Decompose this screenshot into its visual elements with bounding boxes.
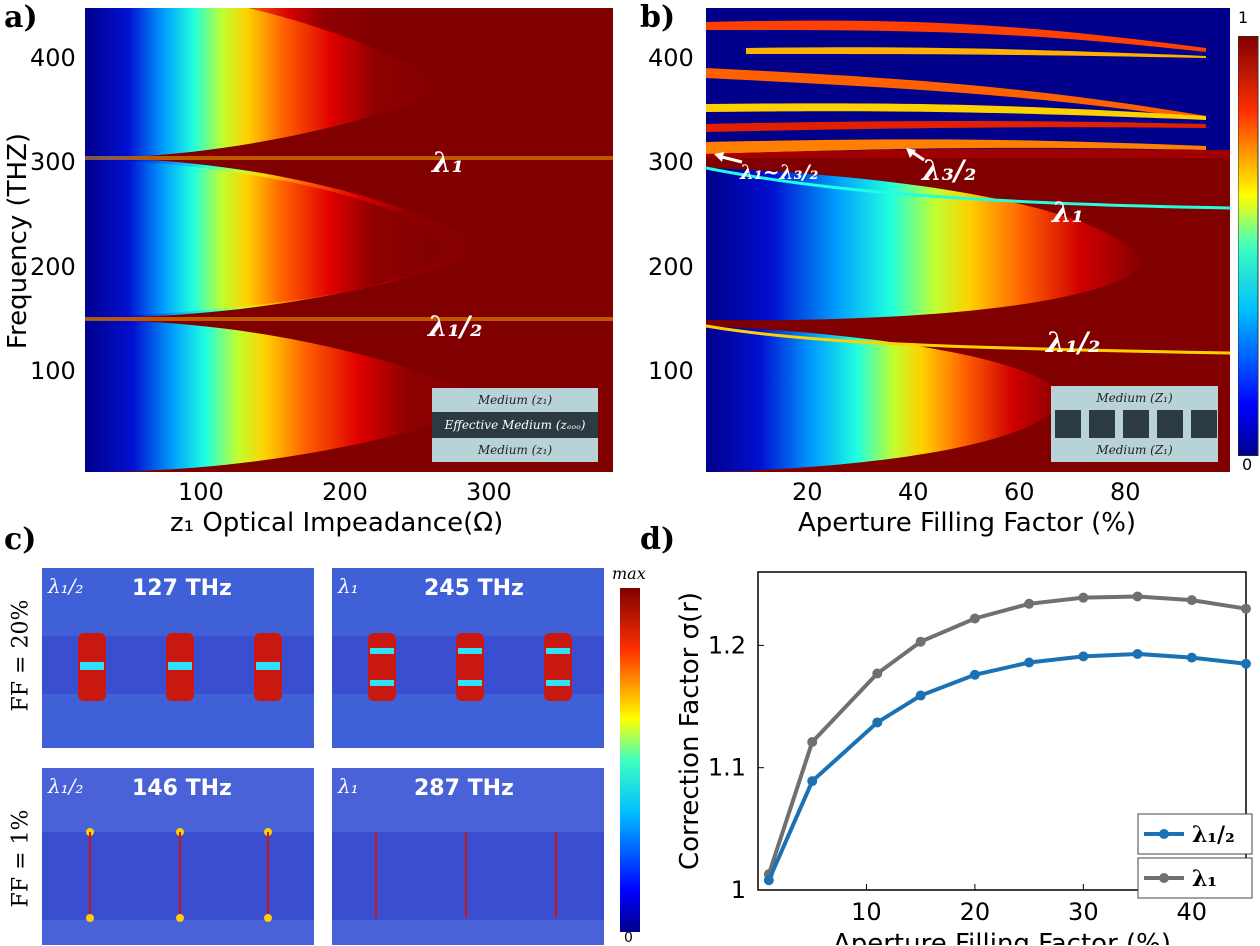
data-point [872,668,883,679]
data-point [1078,592,1089,603]
field-4-freq: 287 THz [414,776,514,801]
a-xtick-200: 200 [322,478,368,506]
field-3-lambda: λ₁/₂ [48,774,84,798]
b-ytick-400: 400 [648,44,694,72]
data-point [1186,595,1197,606]
a-ytick-400: 400 [30,44,76,72]
panel-d-label: d) [640,522,676,557]
x-tick-label: 30 [1068,898,1099,926]
y-tick-label: 1.1 [708,754,746,782]
field-2-freq: 245 THz [424,576,524,601]
b-ytick-300: 300 [648,148,694,176]
a-ytick-200: 200 [30,253,76,281]
data-point [969,669,980,680]
annot-b-lambda-half: λ₁/₂ [1046,326,1101,359]
legend-marker [1159,873,1169,883]
data-point [1024,598,1035,609]
data-point [1241,603,1251,614]
field-2-lambda: λ₁ [338,574,359,598]
field-map-4 [332,768,604,945]
y-axis-label: Correction Factor σ(r) [675,592,705,870]
line-chart-d: 10 20 30 40 1 1.1 1.2 Aperture Filling Factor (… [675,571,1253,945]
y-tick-label: 1.2 [708,631,746,659]
data-point [1186,652,1197,663]
inset-a-bot: Medium (z₁) [432,438,598,462]
series-line [766,594,1247,875]
legend-label: λ₁/₂ [1192,822,1235,848]
data-point [969,613,980,624]
data-point [1024,657,1035,668]
panel-c-label: c) [4,522,37,557]
a-ylabel: Frequency (THZ) [3,132,33,350]
data-point [807,776,818,787]
data-point [915,636,926,647]
data-point [1241,658,1251,669]
data-point [872,717,883,728]
data-point [1132,591,1143,602]
b-xtick-80: 80 [1110,478,1141,506]
colorbar-c [620,588,640,932]
x-tick-label: 40 [1177,898,1208,926]
field-1-freq: 127 THz [132,576,232,601]
series-line [767,651,1247,882]
inset-b-top: Medium (Z₁) [1096,391,1173,405]
data-point [807,737,818,748]
panel-b-label: b) [640,0,676,35]
b-ytick-100: 100 [648,357,694,385]
row-label-ff1: FF = 1% [8,809,34,908]
annot-b-lambda32: λ₃/₂ [922,154,977,187]
annot-a-lambda-half: λ₁/₂ [428,310,483,343]
field-map-2 [332,568,604,748]
legend-marker [1159,829,1169,839]
field-4-lambda: λ₁ [338,774,359,798]
data-point [763,875,774,886]
inset-a-mid: Effective Medium (zₑₒₒ) [432,412,598,438]
panel-a-label: a) [4,0,38,35]
y-tick-label: 1 [731,876,746,904]
b-ytick-200: 200 [648,253,694,281]
inset-b: Medium (Z₁) Medium (Z₁) [1051,386,1218,462]
colorbar-b-max: 1 [1238,8,1249,27]
field-map-3 [42,768,314,945]
data-point [1132,648,1143,659]
row-label-ff20: FF = 20% [8,599,34,712]
field-map-1 [42,568,314,748]
legend-label: λ₁ [1192,866,1217,892]
field-3-freq: 146 THz [132,776,232,801]
field-1-lambda: λ₁/₂ [48,574,84,598]
heatmap-a [85,8,613,472]
annot-a-lambda1: λ₁ [432,146,464,179]
annot-b-lambda1-lambda32: λ₁~λ₃/₂ [740,160,819,184]
annot-b-lambda1: λ₁ [1052,196,1084,229]
x-tick-label: 10 [851,898,882,926]
x-axis-label: Aperture Filling Factor (%) [833,929,1171,945]
b-xtick-20: 20 [792,478,823,506]
data-point [915,690,926,701]
b-xtick-60: 60 [1004,478,1035,506]
inset-b-bot: Medium (Z₁) [1096,443,1173,457]
a-ytick-300: 300 [30,148,76,176]
inset-a: Medium (z₁) Effective Medium (zₑₒₒ) Medi… [432,388,598,462]
a-ytick-100: 100 [30,357,76,385]
a-xtick-100: 100 [178,478,224,506]
b-xtick-40: 40 [898,478,929,506]
inset-a-top: Medium (z₁) [432,388,598,412]
data-point [1078,651,1089,662]
plot-frame [757,571,1247,891]
a-xlabel: z₁ Optical Impeadance(Ω) [170,508,504,538]
colorbar-c-min: 0 [624,930,633,946]
colorbar-c-max: max [612,564,646,583]
a-xtick-300: 300 [466,478,512,506]
inset-b-blocks [1055,410,1217,438]
colorbar-b [1238,36,1259,456]
annot-b-arrows [714,148,925,164]
x-tick-label: 20 [960,898,991,926]
b-xlabel: Aperture Filling Factor (%) [798,508,1137,538]
legend-box [1137,813,1253,855]
colorbar-b-min: 0 [1242,455,1253,474]
